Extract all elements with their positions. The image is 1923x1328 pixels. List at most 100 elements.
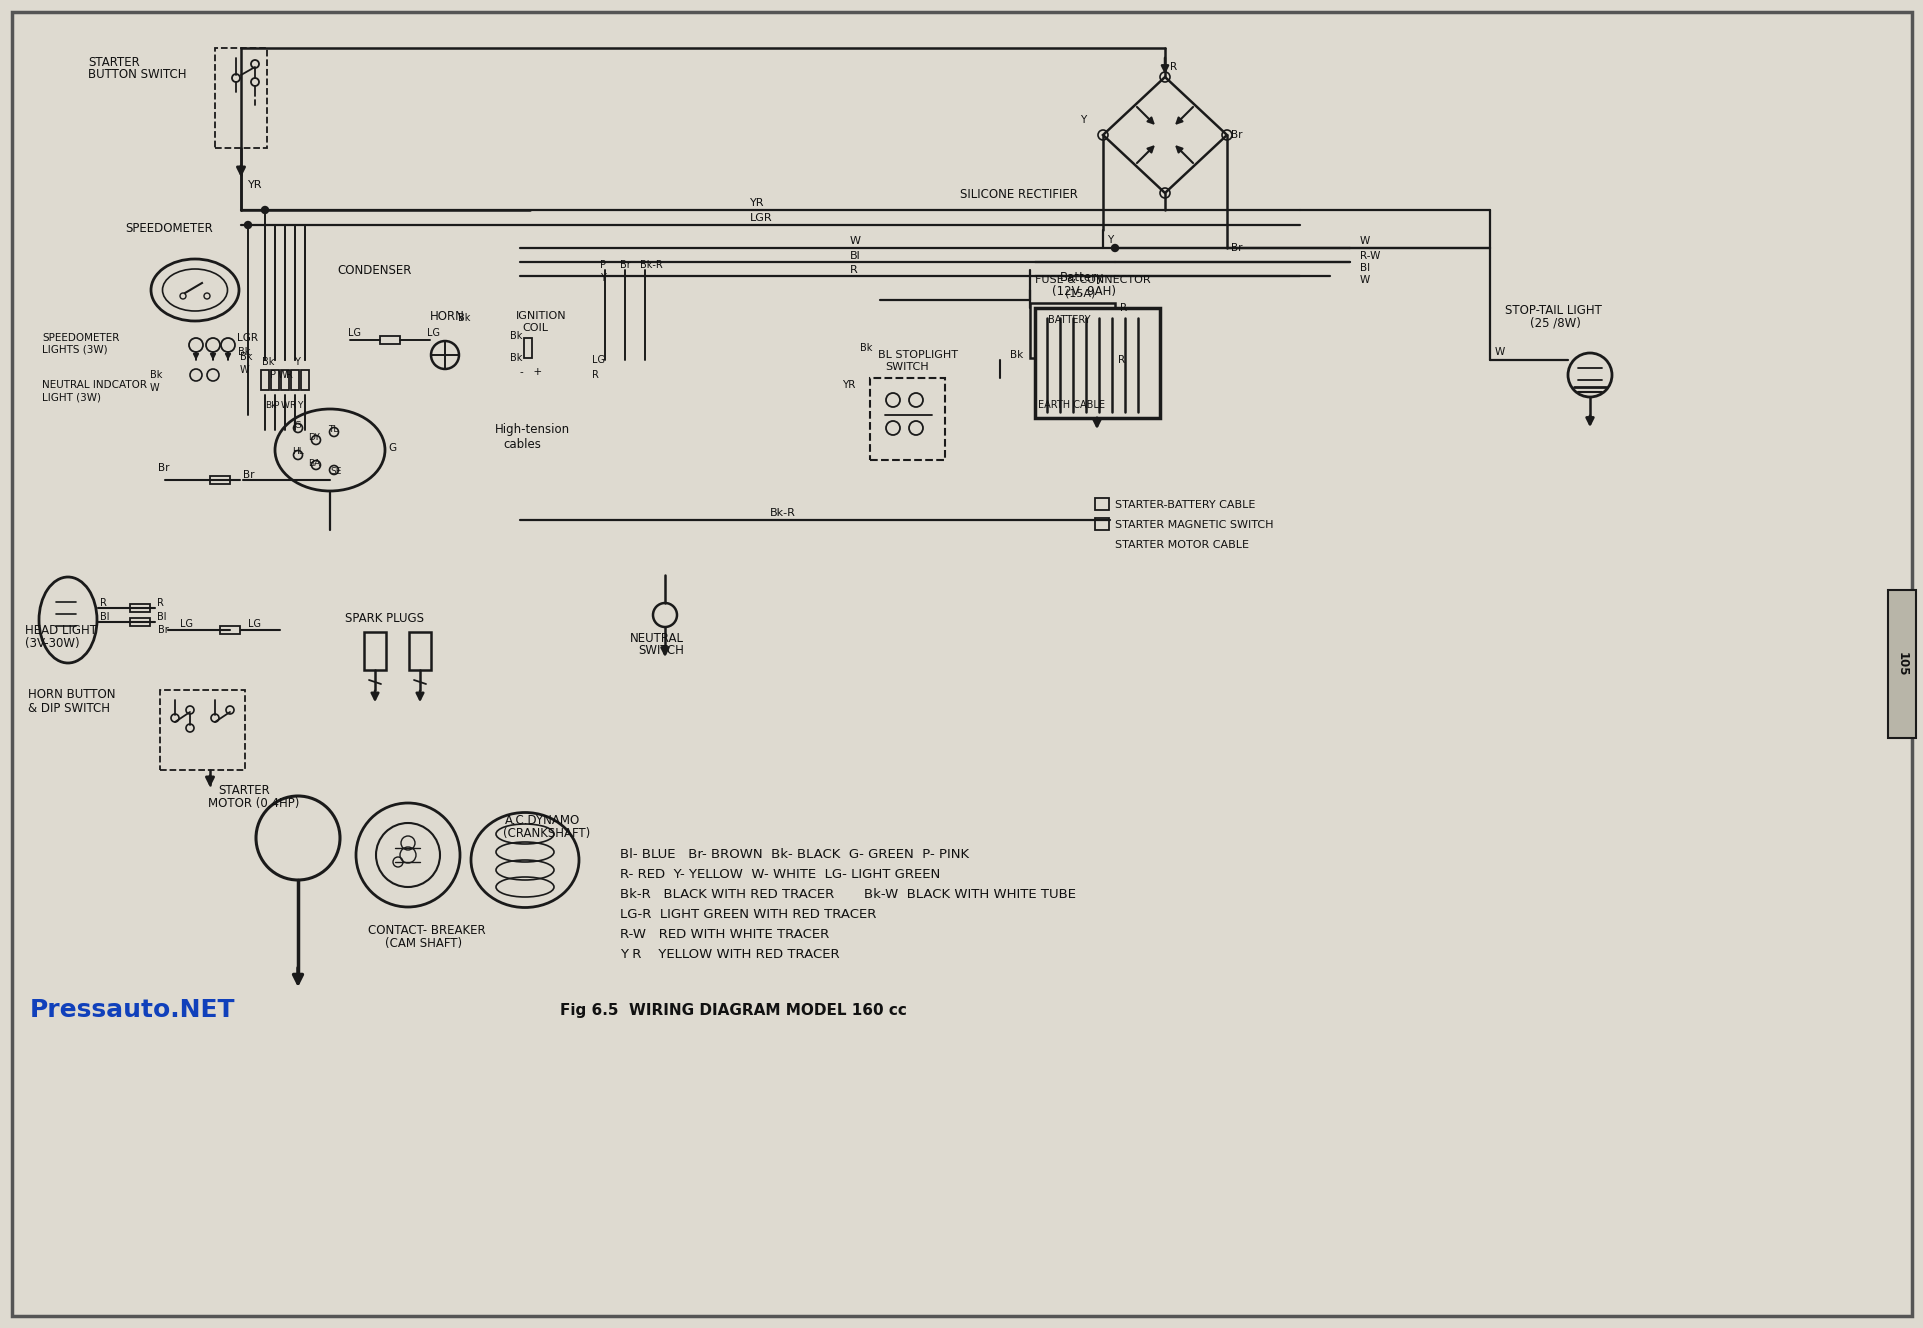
Text: LG-R  LIGHT GREEN WITH RED TRACER: LG-R LIGHT GREEN WITH RED TRACER: [619, 908, 875, 922]
Text: TL: TL: [327, 425, 338, 434]
Text: HORN: HORN: [429, 309, 465, 323]
Circle shape: [262, 206, 269, 214]
Text: (15A): (15A): [1065, 288, 1094, 297]
Text: SILICONE RECTIFIER: SILICONE RECTIFIER: [960, 189, 1077, 202]
Text: Y: Y: [294, 357, 300, 367]
Text: SPEEDOMETER: SPEEDOMETER: [125, 222, 213, 235]
Bar: [1094, 518, 1108, 530]
Text: SWITCH: SWITCH: [885, 363, 929, 372]
Text: COIL: COIL: [521, 323, 548, 333]
Text: W: W: [281, 401, 290, 410]
Text: W: W: [850, 236, 862, 246]
Text: Y: Y: [296, 401, 302, 410]
Text: R: R: [158, 598, 163, 608]
Text: W: W: [277, 371, 287, 380]
Text: LG: LG: [592, 355, 604, 365]
Text: Bk: Bk: [510, 353, 523, 363]
Text: YR: YR: [842, 380, 856, 390]
Text: LG: LG: [427, 328, 440, 339]
Bar: [1035, 308, 1160, 418]
Text: BA: BA: [308, 458, 319, 467]
Text: A.C.DYNAMO: A.C.DYNAMO: [504, 814, 581, 826]
Text: SE: SE: [331, 467, 340, 477]
Bar: [281, 371, 288, 390]
Ellipse shape: [275, 409, 385, 491]
Text: Bl: Bl: [100, 612, 110, 622]
Text: Y: Y: [600, 274, 606, 283]
Circle shape: [1111, 244, 1117, 251]
Text: NEUTRAL: NEUTRAL: [629, 632, 685, 644]
Bar: [219, 625, 240, 633]
Text: Y: Y: [1106, 235, 1113, 244]
Bar: [1886, 590, 1915, 738]
Bar: [262, 371, 269, 390]
Text: Br: Br: [242, 470, 254, 479]
Text: LGR: LGR: [750, 212, 773, 223]
Text: LIGHTS (3W): LIGHTS (3W): [42, 345, 108, 355]
Text: DY: DY: [308, 433, 319, 442]
Ellipse shape: [471, 813, 579, 907]
Text: LIGHT (3W): LIGHT (3W): [42, 392, 100, 402]
Text: R: R: [1119, 303, 1127, 313]
Bar: [290, 371, 298, 390]
Text: SPEEDOMETER: SPEEDOMETER: [42, 333, 119, 343]
Text: Bk: Bk: [240, 352, 252, 363]
Text: Br: Br: [619, 260, 631, 270]
Text: HL: HL: [292, 448, 304, 457]
Text: (3V-30W): (3V-30W): [25, 636, 79, 649]
Text: SWITCH: SWITCH: [638, 644, 683, 657]
Text: Bk-R: Bk-R: [640, 260, 662, 270]
Text: IGNITION: IGNITION: [515, 311, 567, 321]
Text: 105: 105: [1894, 652, 1908, 676]
Text: BL STOPLIGHT: BL STOPLIGHT: [877, 351, 958, 360]
Text: HORN BUTTON: HORN BUTTON: [29, 688, 115, 701]
Text: LGR: LGR: [237, 333, 258, 343]
Text: Bk: Bk: [238, 347, 250, 357]
Text: BUTTON SWITCH: BUTTON SWITCH: [88, 69, 187, 81]
Text: HEAD LIGHT: HEAD LIGHT: [25, 624, 96, 636]
Bar: [363, 632, 387, 671]
Bar: [1094, 498, 1108, 510]
Circle shape: [244, 222, 252, 228]
Text: W: W: [150, 382, 160, 393]
Text: CONDENSER: CONDENSER: [337, 263, 412, 276]
Text: Pressauto.NET: Pressauto.NET: [31, 999, 235, 1023]
Text: R: R: [1117, 355, 1125, 365]
Text: P: P: [273, 401, 279, 410]
Text: STARTER: STARTER: [88, 56, 140, 69]
Bar: [210, 475, 231, 483]
Text: STARTER: STARTER: [217, 784, 269, 797]
Text: Fig 6.5  WIRING DIAGRAM MODEL 160 cc: Fig 6.5 WIRING DIAGRAM MODEL 160 cc: [560, 1003, 906, 1017]
Text: G: G: [388, 444, 396, 453]
Text: LG: LG: [181, 619, 192, 629]
Text: High-tension: High-tension: [494, 424, 569, 437]
Bar: [300, 371, 310, 390]
Text: Bk: Bk: [510, 331, 523, 341]
Bar: [381, 336, 400, 344]
Text: BATTERY: BATTERY: [1048, 315, 1090, 325]
Text: R- RED  Y- YELLOW  W- WHITE  LG- LIGHT GREEN: R- RED Y- YELLOW W- WHITE LG- LIGHT GREE…: [619, 869, 940, 882]
Text: R: R: [288, 401, 294, 410]
Bar: [160, 691, 244, 770]
Text: Bk: Bk: [458, 313, 469, 323]
Text: Battery: Battery: [1060, 271, 1104, 284]
Text: R: R: [100, 598, 108, 608]
Text: R: R: [287, 371, 292, 380]
Text: LG: LG: [248, 619, 262, 629]
Text: YR: YR: [248, 181, 262, 190]
Text: Y: Y: [1079, 116, 1086, 125]
Text: (CAM SHAFT): (CAM SHAFT): [385, 938, 462, 951]
Ellipse shape: [38, 576, 96, 663]
Text: P: P: [600, 260, 606, 270]
Text: Br: Br: [1231, 130, 1242, 139]
Text: Br: Br: [1231, 243, 1242, 254]
Text: (12V, 9AH): (12V, 9AH): [1052, 286, 1115, 299]
Text: CONTACT- BREAKER: CONTACT- BREAKER: [367, 923, 485, 936]
Text: STOP-TAIL LIGHT: STOP-TAIL LIGHT: [1504, 304, 1602, 316]
Text: Bl: Bl: [158, 612, 167, 622]
Text: P: P: [269, 371, 275, 380]
Bar: [131, 618, 150, 625]
Text: Bk: Bk: [1010, 351, 1023, 360]
Text: W: W: [240, 365, 250, 374]
Text: NEUTRAL INDCATOR: NEUTRAL INDCATOR: [42, 380, 146, 390]
